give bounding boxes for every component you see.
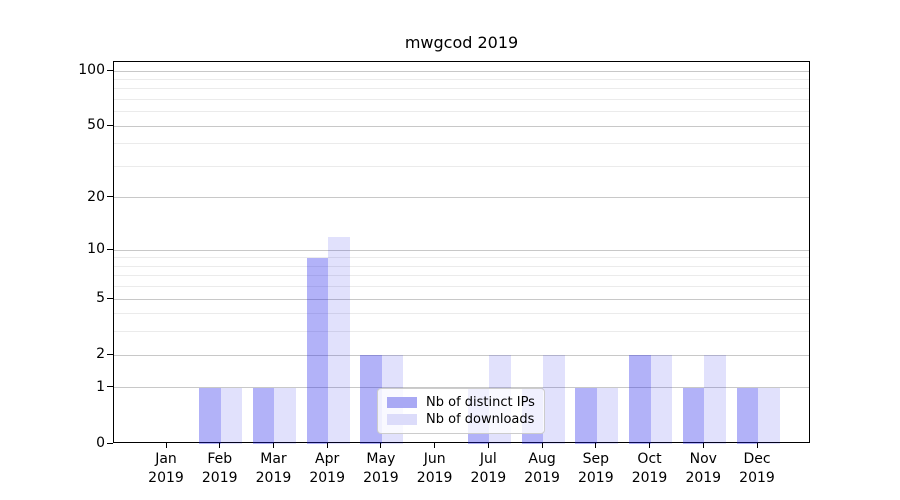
x-tick-label: Jul 2019 <box>470 451 507 486</box>
x-tick <box>219 443 221 448</box>
x-tick-label: Sep 2019 <box>577 451 614 486</box>
major-gridline <box>114 387 809 389</box>
x-tick <box>487 443 489 448</box>
bar-downloads-dec <box>758 387 780 444</box>
x-tick <box>649 443 651 448</box>
bar-distinct-ips-nov <box>682 387 705 444</box>
bar-distinct-ips-feb <box>199 387 221 444</box>
major-gridline <box>114 249 809 251</box>
x-tick-label: Oct 2019 <box>631 451 668 486</box>
minor-gridline <box>114 166 809 167</box>
minor-gridline <box>114 331 809 333</box>
y-tick <box>107 196 113 198</box>
major-gridline <box>114 298 809 300</box>
x-tick <box>434 443 436 448</box>
major-gridline <box>114 70 809 72</box>
bar-distinct-ips-mar <box>252 387 275 444</box>
x-tick <box>165 443 167 448</box>
y-tick <box>107 442 113 444</box>
legend-item-distinct-ips: Nb of distinct IPs <box>387 395 536 410</box>
y-tick-label: 0 <box>96 435 105 451</box>
chart-title: mwgcod 2019 <box>404 33 519 52</box>
x-tick-label: Jan 2019 <box>148 451 184 486</box>
y-tick <box>107 386 113 388</box>
minor-gridline <box>114 143 809 145</box>
x-tick-label: May 2019 <box>363 451 399 486</box>
bar-downloads-sep <box>596 387 619 444</box>
x-tick <box>702 443 704 448</box>
x-tick-label: Nov 2019 <box>685 451 722 486</box>
bar-downloads-feb <box>220 387 243 444</box>
minor-gridline <box>114 265 809 267</box>
minor-gridline <box>114 99 809 101</box>
bar-downloads-mar <box>274 387 296 444</box>
legend-item-downloads: Nb of downloads <box>387 412 536 427</box>
y-tick-label: 1 <box>96 378 105 395</box>
x-tick-label: Aug 2019 <box>524 451 560 486</box>
y-tick-label: 100 <box>78 62 105 79</box>
minor-gridline <box>114 78 809 80</box>
x-tick <box>541 443 543 448</box>
x-tick <box>380 443 382 448</box>
x-tick-label: Apr 2019 <box>309 451 345 486</box>
major-gridline <box>114 197 809 199</box>
bar-distinct-ips-oct <box>629 355 651 444</box>
bar-distinct-ips-dec <box>736 387 758 444</box>
legend: Nb of distinct IPs Nb of downloads <box>377 388 545 434</box>
major-gridline <box>114 354 809 356</box>
x-tick-label: Feb 2019 <box>201 451 238 486</box>
bar-downloads-nov <box>704 355 726 444</box>
minor-gridline <box>114 88 809 90</box>
y-tick-label: 20 <box>87 188 105 205</box>
bar-downloads-aug <box>543 355 565 444</box>
x-tick <box>326 443 328 448</box>
minor-gridline <box>114 313 809 315</box>
y-tick-label: 50 <box>87 117 105 134</box>
minor-gridline <box>114 275 809 277</box>
plot-area <box>113 61 810 444</box>
x-tick-label: Dec 2019 <box>739 451 775 486</box>
x-tick-label: Mar 2019 <box>255 451 292 486</box>
x-tick-label: Jun 2019 <box>416 451 453 486</box>
x-tick <box>595 443 597 448</box>
x-tick <box>756 443 758 448</box>
bar-distinct-ips-may <box>360 355 382 444</box>
y-tick <box>107 353 113 355</box>
major-gridline <box>114 125 809 127</box>
y-tick-label: 10 <box>87 241 105 258</box>
minor-gridline <box>114 286 809 288</box>
y-tick-label: 2 <box>96 346 105 363</box>
y-tick <box>107 124 113 126</box>
legend-swatch-downloads-icon <box>387 414 417 425</box>
y-tick <box>107 248 113 250</box>
minor-gridline <box>114 111 809 113</box>
minor-gridline <box>114 257 809 259</box>
y-tick <box>107 297 113 299</box>
x-tick <box>272 443 274 448</box>
bar-downloads-apr <box>328 236 350 444</box>
legend-swatch-distinct-ips-icon <box>387 397 417 408</box>
bar-distinct-ips-sep <box>575 387 597 444</box>
legend-label-downloads: Nb of downloads <box>426 412 535 427</box>
bar-distinct-ips-apr <box>306 257 329 444</box>
y-tick-label: 5 <box>96 290 105 307</box>
y-tick <box>107 69 113 71</box>
legend-label-distinct-ips: Nb of distinct IPs <box>426 395 535 410</box>
bar-downloads-oct <box>650 355 673 444</box>
